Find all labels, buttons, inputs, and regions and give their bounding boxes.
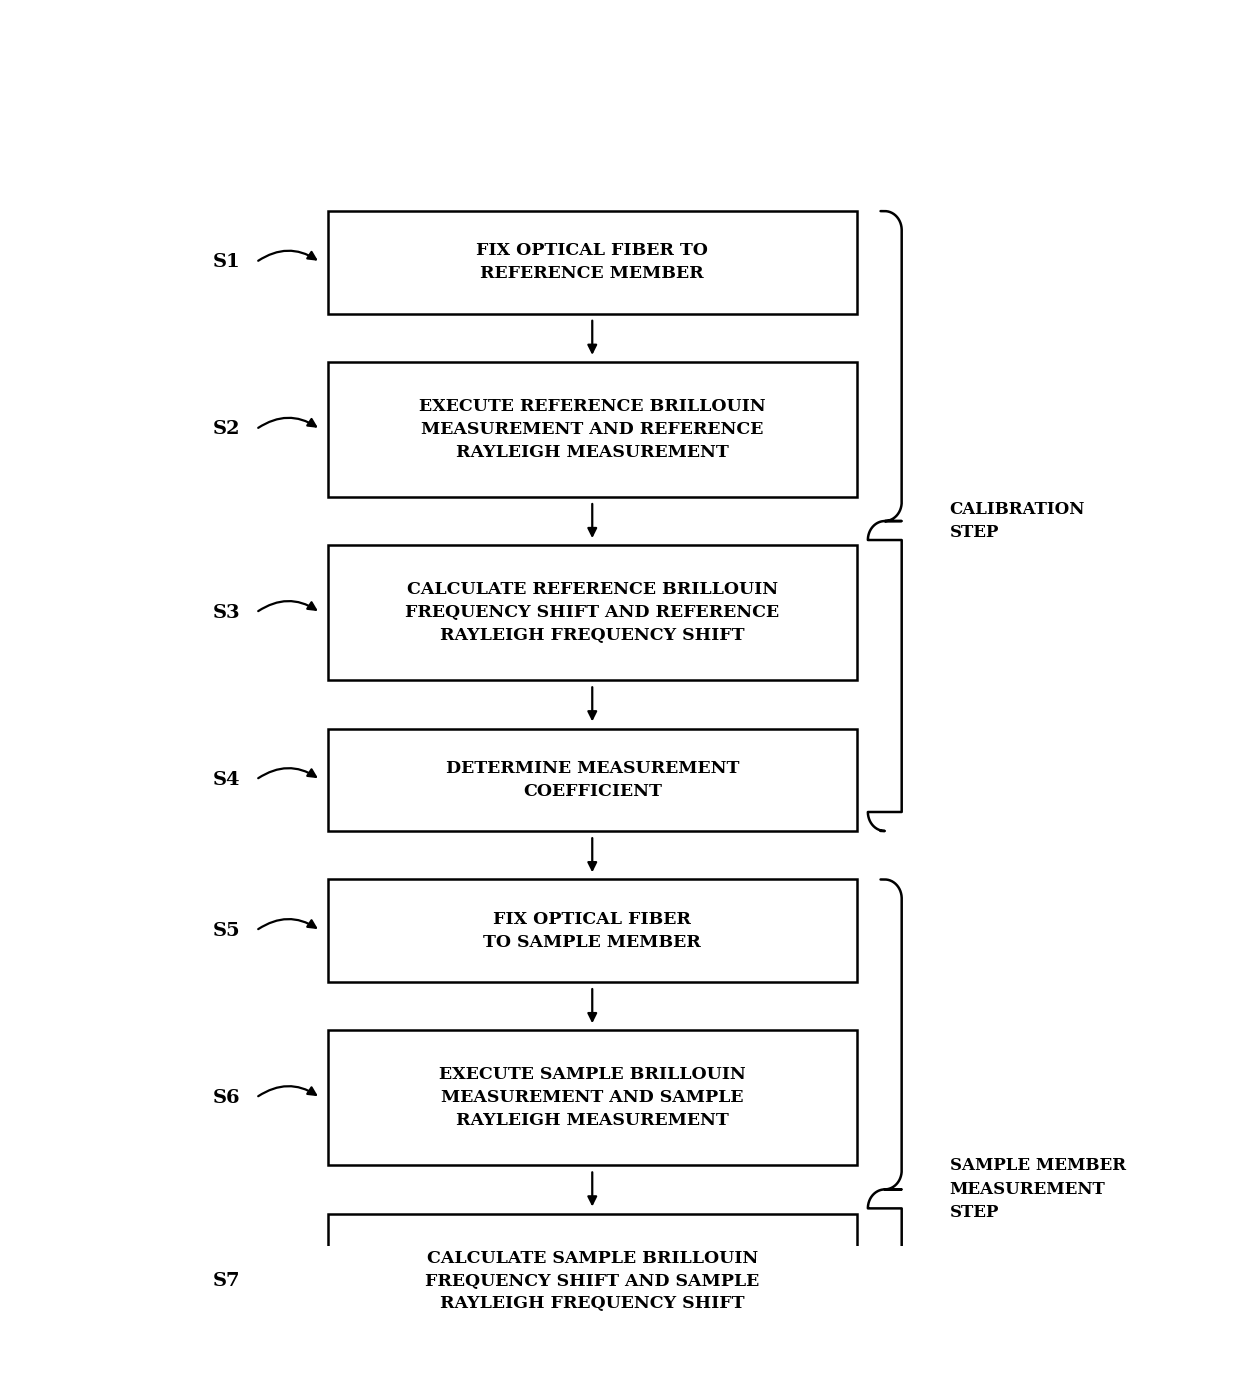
Text: DETERMINE MEASUREMENT
COEFFICIENT: DETERMINE MEASUREMENT COEFFICIENT <box>445 760 739 799</box>
Text: S5: S5 <box>213 921 241 939</box>
Bar <box>327 1214 857 1348</box>
Text: S7: S7 <box>213 1273 241 1289</box>
Text: CALCULATE SAMPLE BRILLOUIN
FREQUENCY SHIFT AND SAMPLE
RAYLEIGH FREQUENCY SHIFT: CALCULATE SAMPLE BRILLOUIN FREQUENCY SHI… <box>425 1250 759 1312</box>
Bar <box>327 211 857 314</box>
Bar <box>327 1030 857 1165</box>
Text: CALIBRATION
STEP: CALIBRATION STEP <box>950 501 1085 542</box>
Text: S2: S2 <box>213 420 241 438</box>
Bar <box>327 1397 857 1400</box>
Text: SAMPLE MEMBER
MEASUREMENT
STEP: SAMPLE MEMBER MEASUREMENT STEP <box>950 1158 1126 1221</box>
Text: S1: S1 <box>213 253 241 272</box>
Bar <box>327 363 857 497</box>
Text: CALCULATE REFERENCE BRILLOUIN
FREQUENCY SHIFT AND REFERENCE
RAYLEIGH FREQUENCY S: CALCULATE REFERENCE BRILLOUIN FREQUENCY … <box>405 581 779 644</box>
Bar <box>327 728 857 832</box>
Text: S6: S6 <box>213 1089 241 1107</box>
Bar <box>327 546 857 680</box>
Text: EXECUTE SAMPLE BRILLOUIN
MEASUREMENT AND SAMPLE
RAYLEIGH MEASUREMENT: EXECUTE SAMPLE BRILLOUIN MEASUREMENT AND… <box>439 1067 745 1130</box>
Text: S4: S4 <box>213 771 241 788</box>
Text: FIX OPTICAL FIBER TO
REFERENCE MEMBER: FIX OPTICAL FIBER TO REFERENCE MEMBER <box>476 242 708 283</box>
Text: EXECUTE REFERENCE BRILLOUIN
MEASUREMENT AND REFERENCE
RAYLEIGH MEASUREMENT: EXECUTE REFERENCE BRILLOUIN MEASUREMENT … <box>419 398 765 461</box>
Text: S3: S3 <box>213 603 241 622</box>
Text: FIX OPTICAL FIBER
TO SAMPLE MEMBER: FIX OPTICAL FIBER TO SAMPLE MEMBER <box>484 911 701 951</box>
Bar <box>327 879 857 981</box>
